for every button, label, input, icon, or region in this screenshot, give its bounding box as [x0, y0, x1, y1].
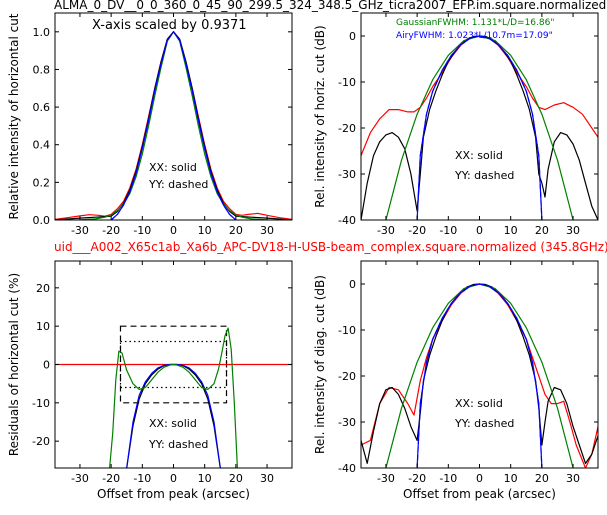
x-tick-label: -30 — [71, 472, 89, 485]
x-axis-label: Offset from peak (arcsec) — [403, 487, 556, 501]
y-tick-label: 20 — [36, 282, 50, 295]
y-tick-label: -10 — [338, 324, 356, 337]
x-tick-label: -10 — [133, 224, 151, 237]
x-tick-label: 0 — [170, 472, 177, 485]
x-tick-label: 20 — [535, 224, 549, 237]
plot-area — [55, 325, 292, 468]
series-line-green — [109, 327, 238, 468]
y-tick-label: 10 — [36, 320, 50, 333]
figure-subtitle: uid___A002_X65c1ab_Xa6b_APC-DV18-H-USB-b… — [54, 240, 607, 254]
axes-frame — [360, 260, 599, 469]
figure-title: ALMA_0_DV__0_0_360_0_45_90_299.5_324_348… — [54, 0, 606, 12]
panel-top-left: -30 -20 -10 0 10 20 30 0.0 0.2 0.4 0.6 0.8 1.0 Relati… — [7, 12, 293, 237]
plot-area — [55, 30, 292, 220]
x-tick-label: -20 — [408, 224, 426, 237]
x-tick-label: 20 — [535, 472, 549, 485]
panels: -30 -20 -10 0 10 20 30 0.0 0.2 0.4 0.6 0.8 1.0 Relati… — [7, 12, 599, 501]
series-line-red — [55, 31, 292, 220]
panel-bottom-left: -30 -20 -10 0 10 20 30 -20 -10 0 10 20 Residuals of … — [7, 260, 293, 501]
annotation: X-axis scaled by 0.9371 — [92, 18, 247, 33]
series-line-red — [361, 283, 598, 468]
annotation: XX: solid — [149, 417, 197, 430]
y-tick-label: -40 — [338, 462, 356, 475]
y-axis-label: Relative intensity of horizontal cut — [7, 13, 21, 219]
y-tick-label: 0.0 — [33, 214, 51, 227]
panel-bottom-right: -30 -20 -10 0 10 20 30 -40 -30 -20 -10 0 Rel. intens… — [313, 260, 599, 501]
x-tick-label: 0 — [170, 224, 177, 237]
x-tick-label: 30 — [566, 472, 580, 485]
annotation: XX: solid — [149, 161, 197, 174]
x-tick-label: 10 — [198, 224, 212, 237]
series-line-dashed — [110, 30, 237, 220]
series-line-dashed — [416, 35, 543, 220]
y-tick-label: 0 — [349, 30, 356, 43]
y-tick-label: 0.6 — [33, 101, 51, 114]
x-tick-label: -10 — [439, 224, 457, 237]
x-tick-label: -30 — [377, 224, 395, 237]
y-tick-label: 0.2 — [33, 176, 51, 189]
series-line-blue — [416, 35, 543, 220]
annotation: XX: solid — [455, 149, 503, 162]
series-line-green — [385, 283, 574, 468]
x-tick-label: 20 — [229, 224, 243, 237]
x-tick-label: -20 — [102, 224, 120, 237]
annotation: YY: dashed — [454, 417, 514, 430]
x-tick-label: -30 — [377, 472, 395, 485]
y-tick-label: -30 — [338, 168, 356, 181]
x-tick-label: -20 — [408, 472, 426, 485]
series-line-black — [361, 283, 598, 464]
annotation: YY: dashed — [454, 169, 514, 182]
x-tick-label: 30 — [566, 224, 580, 237]
y-axis-label: Rel. intensity of horiz. cut (dB) — [313, 25, 327, 207]
series-line-blue — [416, 283, 543, 468]
y-tick-label: -20 — [338, 122, 356, 135]
x-tick-label: 30 — [260, 472, 274, 485]
y-axis-label: Rel. intensity of diag. cut (dB) — [313, 275, 327, 454]
x-tick-label: -30 — [71, 224, 89, 237]
x-tick-label: 0 — [476, 224, 483, 237]
annotation: XX: solid — [455, 397, 503, 410]
y-tick-label: -20 — [338, 370, 356, 383]
annotation: GaussianFWHM: 1.131*L/D=16.86" — [396, 18, 554, 28]
y-tick-label: 1.0 — [33, 26, 51, 39]
series-line-black — [361, 35, 598, 220]
x-axis-label: Offset from peak (arcsec) — [97, 487, 250, 501]
y-tick-label: 0 — [349, 278, 356, 291]
y-tick-label: -30 — [338, 416, 356, 429]
series-line-red — [361, 35, 598, 156]
y-tick-label: -10 — [338, 76, 356, 89]
y-tick-label: 0 — [43, 359, 50, 372]
series-line-green — [55, 31, 292, 220]
y-tick-label: -40 — [338, 214, 356, 227]
plot-area — [361, 283, 598, 468]
panel-top-right: -30 -20 -10 0 10 20 30 -40 -30 -20 -10 0 Rel. intens… — [313, 12, 599, 237]
axes-frame — [360, 12, 599, 221]
x-tick-label: 20 — [229, 472, 243, 485]
x-tick-label: 30 — [260, 224, 274, 237]
series-line-dashed — [416, 283, 543, 468]
plot-area — [361, 35, 598, 220]
y-tick-label: -10 — [32, 397, 50, 410]
x-tick-label: 10 — [198, 472, 212, 485]
y-axis-label: Residuals of horizontal cut (%) — [7, 273, 21, 456]
x-tick-label: -10 — [439, 472, 457, 485]
x-tick-label: -20 — [102, 472, 120, 485]
y-tick-label: 0.4 — [33, 139, 51, 152]
x-tick-label: 0 — [476, 472, 483, 485]
x-tick-label: 10 — [504, 472, 518, 485]
annotation: YY: dashed — [148, 438, 208, 451]
x-tick-label: -10 — [133, 472, 151, 485]
series-line-black — [55, 31, 292, 220]
y-tick-label: -20 — [32, 435, 50, 448]
annotation: YY: dashed — [148, 178, 208, 191]
x-tick-label: 10 — [504, 224, 518, 237]
y-tick-label: 0.8 — [33, 63, 51, 76]
annotation: AiryFWHM: 1.023*L/10.7m=17.09" — [396, 31, 553, 41]
